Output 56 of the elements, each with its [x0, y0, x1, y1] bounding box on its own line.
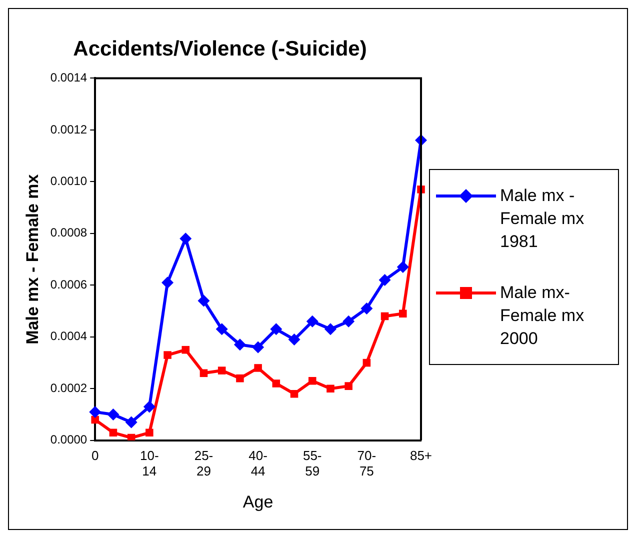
legend-label: Male mx- Female mx 2000	[500, 282, 586, 350]
x-tick-label: 10-14	[140, 448, 159, 478]
point	[89, 406, 102, 418]
y-tick-label: 0.0004	[50, 329, 88, 344]
y-tick-label: 0.0012	[50, 122, 88, 136]
point	[326, 384, 334, 393]
y-tick-label: 0.0008	[50, 226, 88, 240]
y-tick-label: 0.0010	[50, 174, 88, 188]
chart-title: Accidents/Violence (-Suicide)	[73, 37, 367, 60]
point	[109, 428, 118, 437]
x-tick-label: 25-29	[194, 448, 214, 478]
point	[380, 312, 389, 320]
point	[308, 377, 316, 385]
point	[180, 232, 192, 245]
y-axis-title: Male mx - Female mx	[22, 174, 42, 344]
point	[143, 400, 156, 413]
point	[254, 364, 262, 372]
y-tick-label: 0.0014	[50, 70, 88, 85]
point	[344, 382, 352, 390]
point	[218, 366, 226, 374]
point	[216, 323, 228, 336]
point	[200, 369, 208, 378]
point	[290, 390, 298, 398]
y-tick-label: 0.0002	[50, 380, 88, 395]
legend-label: Male mx - Female mx 1981	[500, 185, 586, 253]
point	[272, 380, 280, 388]
point	[236, 374, 244, 382]
point	[162, 276, 174, 289]
point	[396, 261, 409, 274]
y-tick-label: 0.0000	[50, 432, 88, 447]
x-axis-title: Age	[242, 492, 274, 512]
point	[107, 408, 120, 421]
y-tick-label: 0.0006	[50, 277, 88, 292]
point	[91, 416, 99, 424]
point	[127, 434, 136, 440]
x-tick-label: 40-44	[248, 448, 268, 478]
point	[146, 428, 154, 437]
point	[362, 358, 371, 367]
point	[306, 315, 318, 328]
point	[270, 323, 282, 336]
point	[125, 416, 138, 428]
x-tick-label: 70-75	[357, 448, 376, 478]
x-tick-label: 55-59	[302, 448, 322, 478]
point	[342, 315, 355, 328]
point	[198, 294, 210, 307]
point	[234, 338, 246, 351]
point	[378, 274, 391, 286]
x-tick-label: 85+	[410, 448, 432, 463]
point	[252, 341, 264, 354]
point	[399, 310, 407, 318]
point	[182, 346, 190, 354]
point	[324, 323, 336, 336]
point	[164, 351, 172, 359]
point	[288, 334, 300, 346]
x-tick-label: 0	[91, 448, 99, 463]
point	[360, 302, 373, 314]
